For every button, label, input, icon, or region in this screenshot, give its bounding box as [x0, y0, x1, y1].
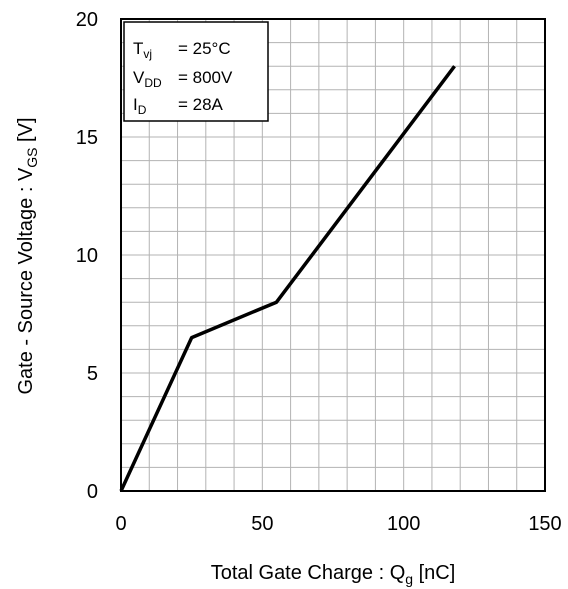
grid-lines: [121, 19, 545, 491]
legend-line-current: ID = 28A: [133, 95, 224, 117]
legend-line-temperature: Tvj = 25°C: [133, 39, 231, 61]
x-axis-title: Total Gate Charge : Qg [nC]: [211, 562, 456, 587]
y-tick-label: 5: [87, 363, 98, 385]
x-tick-label: 150: [528, 513, 561, 535]
y-axis-title: Gate - Source Voltage : VGS [V]: [15, 117, 40, 394]
plot-frame: [120, 18, 546, 492]
y-tick-label: 15: [76, 127, 98, 149]
x-tick-label: 0: [115, 513, 126, 535]
conditions-legend: Tvj = 25°C VDD = 800V ID = 28A: [123, 21, 269, 122]
gate-charge-curve: [119, 65, 456, 492]
y-tick-label: 20: [76, 9, 98, 31]
y-tick-label: 0: [87, 481, 98, 503]
series-layer: [119, 65, 456, 492]
x-tick-label: 100: [387, 513, 420, 535]
legend-box: [123, 21, 269, 122]
legend-line-voltage: VDD = 800V: [133, 68, 233, 90]
y-tick-label: 10: [76, 245, 98, 267]
x-tick-label: 50: [251, 513, 273, 535]
tick-labels: 0 50 100 150 0 5 10 15 20: [76, 9, 562, 535]
